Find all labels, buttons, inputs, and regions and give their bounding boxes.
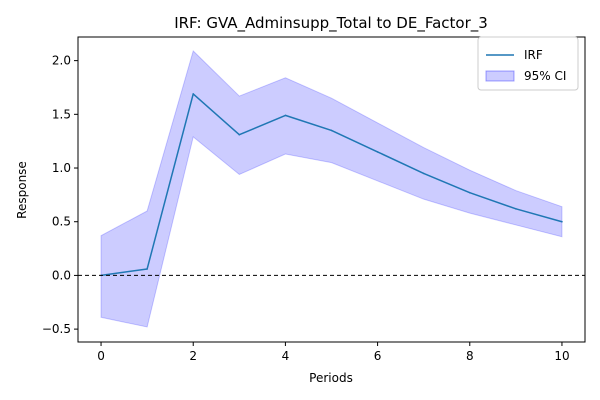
irf-point: [284, 114, 287, 117]
irf-point: [238, 133, 241, 136]
irf-point: [561, 220, 563, 223]
x-tick-label: 4: [282, 349, 290, 363]
irf-point: [376, 151, 379, 153]
y-ticks: −0.5 0.0 0.5 1.0 1.5 2.0: [42, 54, 78, 336]
legend-irf-label: IRF: [524, 48, 543, 62]
irf-point: [330, 129, 333, 132]
irf-point: [146, 268, 148, 270]
x-ticks: 0 2 4 6 8 10: [97, 342, 570, 363]
irf-line-layer: [100, 93, 563, 277]
legend-ci-label: 95% CI: [524, 69, 566, 83]
x-tick-label: 8: [466, 349, 474, 363]
y-tick-label: 2.0: [52, 54, 71, 68]
y-tick-label: 0.5: [52, 215, 71, 229]
irf-point: [422, 172, 425, 175]
legend: IRF 95% CI: [477, 36, 579, 91]
x-tick-label: 10: [554, 349, 569, 363]
ci-band-layer: [100, 50, 563, 328]
legend-ci-swatch: [485, 70, 515, 82]
x-axis-label: Periods: [309, 371, 353, 385]
irf-point: [192, 93, 195, 95]
y-axis-label: Response: [15, 161, 29, 219]
y-tick-label: −0.5: [42, 322, 71, 336]
x-tick-label: 0: [97, 349, 105, 363]
chart-title: IRF: GVA_Adminsupp_Total to DE_Factor_3: [174, 14, 488, 33]
plot-frame: [77, 36, 586, 343]
y-tick-label: 1.5: [52, 107, 71, 121]
x-tick-label: 2: [189, 349, 197, 363]
x-tick-label: 6: [374, 349, 382, 363]
ci-band: [100, 50, 563, 328]
y-tick-label: 0.0: [52, 268, 71, 282]
y-tick-label: 1.0: [52, 161, 71, 175]
irf-point: [515, 208, 517, 210]
irf-point: [468, 191, 471, 194]
legend-box: [477, 36, 579, 91]
